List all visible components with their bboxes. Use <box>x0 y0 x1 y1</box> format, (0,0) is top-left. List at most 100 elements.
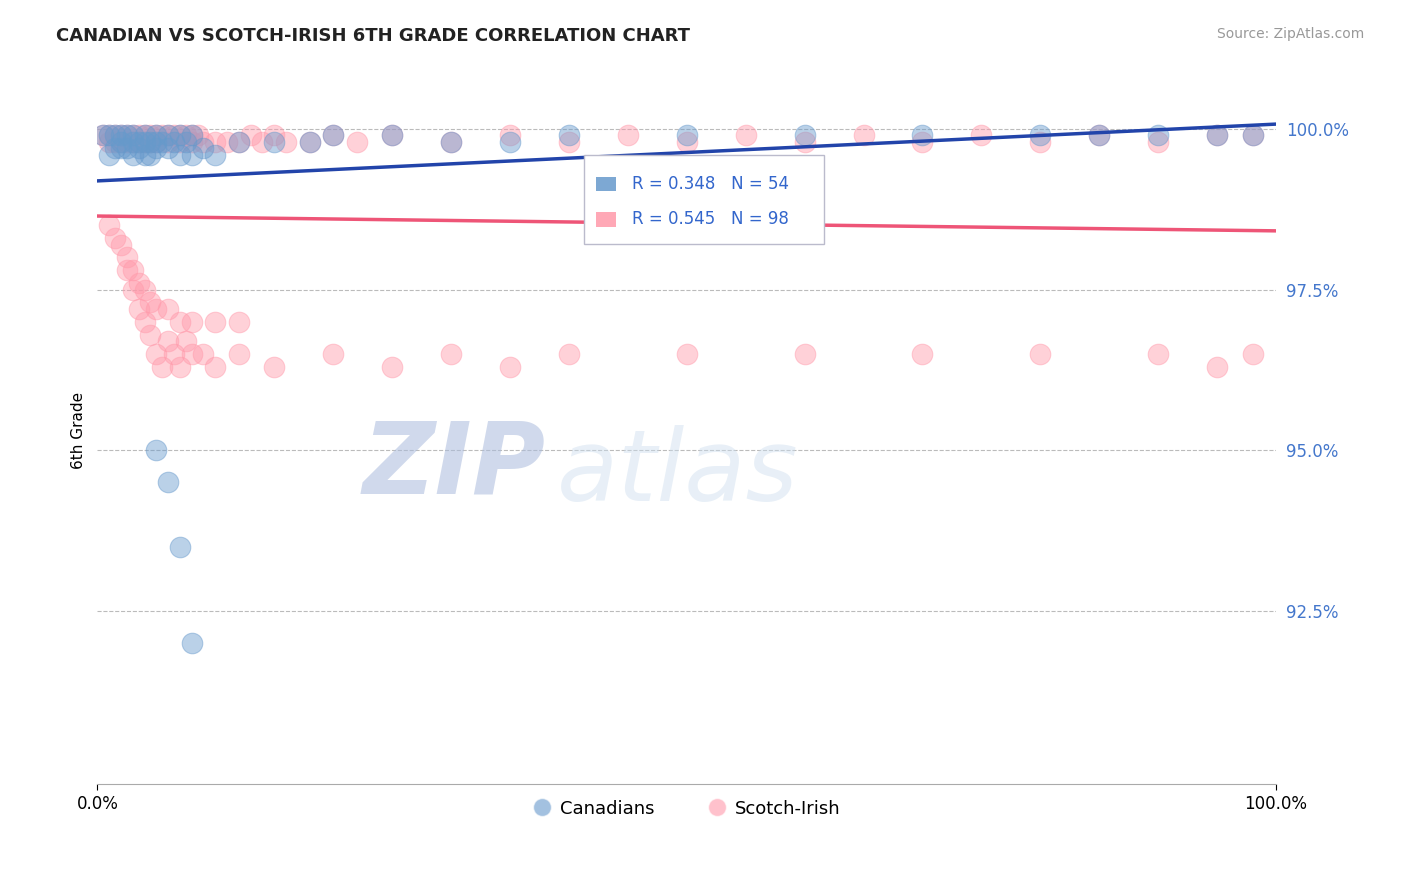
Point <box>145 301 167 316</box>
Point <box>163 135 186 149</box>
Point <box>128 301 150 316</box>
Point <box>98 128 121 143</box>
Point <box>381 128 404 143</box>
Point <box>157 141 180 155</box>
Point <box>558 128 581 143</box>
Point <box>134 135 156 149</box>
Point <box>793 347 815 361</box>
Point <box>145 128 167 143</box>
Point <box>499 128 522 143</box>
Point <box>911 128 934 143</box>
Point <box>145 135 167 149</box>
Point <box>115 251 138 265</box>
Text: R = 0.348   N = 54: R = 0.348 N = 54 <box>633 175 789 193</box>
Point <box>98 135 121 149</box>
Point <box>180 135 202 149</box>
Point <box>228 135 250 149</box>
Point <box>852 128 875 143</box>
Point <box>134 147 156 161</box>
Point <box>322 128 344 143</box>
Point <box>104 128 127 143</box>
Point <box>675 347 697 361</box>
Point <box>145 128 167 143</box>
Point <box>1206 128 1229 143</box>
Text: atlas: atlas <box>557 425 799 522</box>
Point <box>204 147 226 161</box>
Point <box>110 128 132 143</box>
Point <box>139 327 162 342</box>
Point <box>121 128 143 143</box>
Point <box>98 147 121 161</box>
Point <box>174 135 197 149</box>
Point <box>157 128 180 143</box>
Point <box>274 135 297 149</box>
Point <box>139 295 162 310</box>
Point <box>157 334 180 348</box>
Point <box>104 231 127 245</box>
Point <box>440 135 463 149</box>
Point <box>180 315 202 329</box>
Point <box>322 128 344 143</box>
Point <box>440 135 463 149</box>
Point <box>499 135 522 149</box>
Point <box>98 128 121 143</box>
Point <box>1147 347 1170 361</box>
Point <box>128 135 150 149</box>
Point <box>204 135 226 149</box>
Point <box>134 283 156 297</box>
Point <box>558 347 581 361</box>
Point <box>121 283 143 297</box>
Point <box>1029 135 1052 149</box>
Point <box>163 347 186 361</box>
Point <box>440 347 463 361</box>
Point <box>110 141 132 155</box>
Point <box>110 135 132 149</box>
Point <box>193 347 215 361</box>
Point <box>1029 128 1052 143</box>
Point <box>128 128 150 143</box>
Point <box>139 135 162 149</box>
Point <box>1088 128 1111 143</box>
Point <box>121 135 143 149</box>
Point <box>793 135 815 149</box>
Point <box>970 128 993 143</box>
Point <box>174 334 197 348</box>
Point <box>121 147 143 161</box>
Point <box>228 347 250 361</box>
Point <box>1206 128 1229 143</box>
Legend: Canadians, Scotch-Irish: Canadians, Scotch-Irish <box>526 792 848 825</box>
Point <box>121 128 143 143</box>
Point <box>180 636 202 650</box>
Point <box>150 135 173 149</box>
Point <box>169 135 191 149</box>
Point <box>169 128 191 143</box>
Point <box>145 141 167 155</box>
Text: R = 0.545   N = 98: R = 0.545 N = 98 <box>633 211 789 228</box>
Point <box>911 347 934 361</box>
Point <box>1241 128 1264 143</box>
Point <box>263 359 285 374</box>
Point <box>139 135 162 149</box>
Point <box>617 128 640 143</box>
Point <box>346 135 368 149</box>
Point <box>169 359 191 374</box>
Point <box>110 237 132 252</box>
Point <box>163 128 186 143</box>
Point <box>793 128 815 143</box>
Point <box>322 347 344 361</box>
Point <box>121 135 143 149</box>
Point <box>128 276 150 290</box>
Point <box>180 128 202 143</box>
Point <box>187 128 209 143</box>
Point <box>911 135 934 149</box>
Point <box>180 347 202 361</box>
Point <box>675 135 697 149</box>
Point <box>139 128 162 143</box>
Point <box>228 135 250 149</box>
Point <box>157 135 180 149</box>
Point <box>1206 359 1229 374</box>
Point <box>169 540 191 554</box>
Point <box>91 128 114 143</box>
Text: CANADIAN VS SCOTCH-IRISH 6TH GRADE CORRELATION CHART: CANADIAN VS SCOTCH-IRISH 6TH GRADE CORRE… <box>56 27 690 45</box>
Point <box>145 443 167 458</box>
